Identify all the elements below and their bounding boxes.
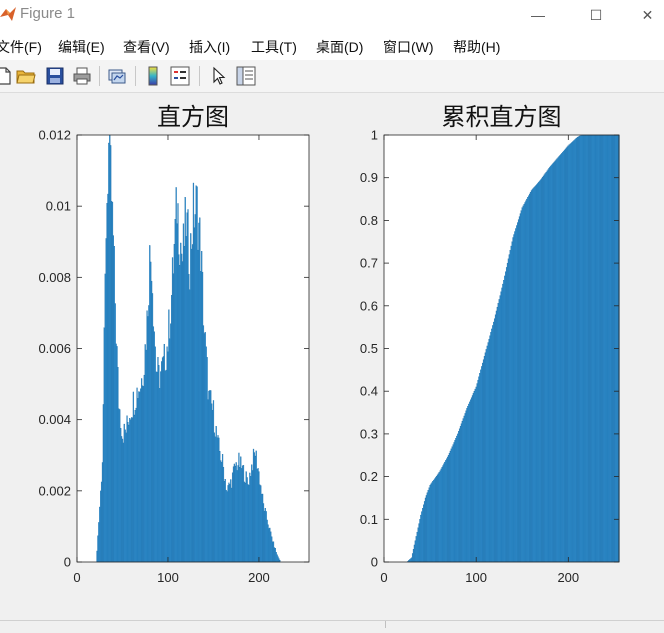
y-tick-label: 0.01 (46, 199, 71, 214)
y-tick-label: 0.5 (360, 341, 378, 356)
menu-desktop[interactable]: 桌面(D) (316, 39, 364, 55)
minimize-button[interactable]: — (531, 7, 545, 23)
y-tick-label: 0.012 (38, 128, 71, 143)
toolbar (0, 60, 664, 93)
y-tick-label: 0.002 (38, 483, 71, 498)
bar-series (96, 134, 281, 563)
y-tick-label: 0.8 (360, 213, 378, 228)
x-tick-label: 100 (157, 570, 179, 585)
plot-title: 累积直方图 (442, 103, 562, 131)
menu-edit[interactable]: 编辑(E) (58, 39, 105, 55)
y-tick-label: 0.9 (360, 170, 378, 185)
y-tick-label: 1 (371, 128, 378, 143)
menu-help[interactable]: 帮助(H) (453, 39, 501, 55)
y-tick-label: 0.1 (360, 512, 378, 527)
toolbar-separator (199, 66, 200, 86)
status-divider-tick (385, 621, 386, 628)
right-cumulative-histogram-axes: 0 0.1 0.2 0.3 0.4 0.5 0.6 0.7 0.8 0.9 1 0 100 200 累积直方… (360, 103, 620, 585)
y-tick-label: 0.006 (38, 341, 71, 356)
y-tick-label: 0.004 (38, 412, 71, 427)
plot-title: 直方图 (157, 103, 229, 131)
window-title: Figure 1 (20, 5, 76, 22)
menu-view[interactable]: 查看(V) (123, 39, 170, 55)
property-editor-icon[interactable] (236, 66, 256, 86)
print-icon[interactable] (72, 66, 92, 86)
y-tick-label: 0 (64, 555, 71, 570)
y-tick-label: 0.3 (360, 426, 378, 441)
menu-window[interactable]: 窗口(W) (383, 39, 434, 55)
x-tick-label: 0 (73, 570, 80, 585)
figure-canvas: 0 0.002 0.004 0.006 0.008 0.01 0.012 0 100 200 直方图… (0, 93, 664, 628)
y-tick-label: 0.7 (360, 256, 378, 271)
status-divider (0, 620, 664, 621)
save-icon[interactable] (45, 66, 65, 86)
matlab-icon (0, 7, 16, 21)
link-plot-icon[interactable] (107, 66, 127, 86)
pointer-icon[interactable] (209, 66, 229, 86)
new-file-icon[interactable] (0, 66, 14, 86)
left-histogram-axes: 0 0.002 0.004 0.006 0.008 0.01 0.012 0 100 200 直方图 (38, 103, 310, 585)
y-tick-label: 0.008 (38, 270, 71, 285)
menu-tools[interactable]: 工具(T) (251, 39, 297, 55)
menu-insert[interactable]: 插入(I) (189, 39, 231, 55)
menu-bar: 文件(F) 编辑(E) 查看(V) 插入(I) 工具(T) 桌面(D) 窗口(W… (0, 30, 664, 60)
open-folder-icon[interactable] (16, 66, 36, 86)
y-tick-label: 0.6 (360, 298, 378, 313)
menu-file[interactable]: 文件(F) (0, 39, 42, 55)
toolbar-separator (99, 66, 100, 86)
maximize-button[interactable]: ☐ (589, 6, 603, 23)
x-tick-label: 0 (380, 570, 387, 585)
y-tick-label: 0 (371, 555, 378, 570)
x-tick-label: 200 (557, 570, 579, 585)
y-tick-label: 0.4 (360, 384, 378, 399)
legend-icon[interactable] (170, 66, 190, 86)
close-button[interactable]: ✕ (641, 6, 654, 23)
x-tick-label: 100 (465, 570, 487, 585)
colorbar-icon[interactable] (143, 66, 163, 86)
y-tick-label: 0.2 (360, 469, 378, 484)
toolbar-separator (135, 66, 136, 86)
title-bar: Figure 1 — ☐ ✕ (0, 0, 664, 30)
x-tick-label: 200 (248, 570, 270, 585)
